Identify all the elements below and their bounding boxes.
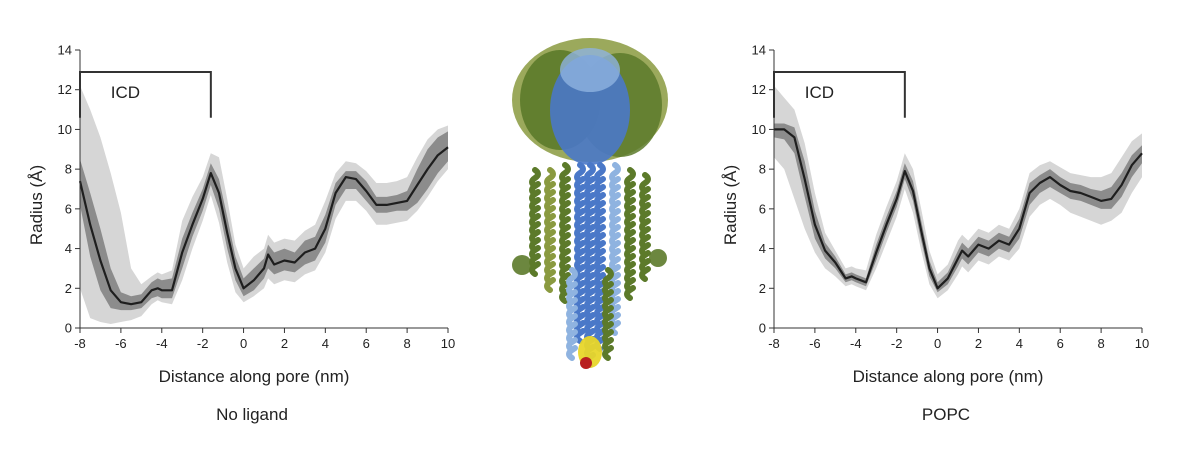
x-tick-label: 10 bbox=[1135, 336, 1149, 351]
chart-no-ligand: 0 2 4 6 8 10 12 14 -8 -6 -4 -2 0 2 4 6 8 10 ICD Radius (Å) D… bbox=[0, 0, 486, 440]
ecd-subunit bbox=[560, 48, 620, 92]
sd-band bbox=[80, 131, 448, 311]
loop bbox=[512, 255, 532, 275]
panel-caption: No ligand bbox=[216, 405, 288, 424]
y-tick-label: 2 bbox=[65, 281, 72, 296]
helix bbox=[624, 167, 636, 301]
x-tick-label: -8 bbox=[74, 336, 86, 351]
x-tick-label: -6 bbox=[809, 336, 821, 351]
mean-radius-line bbox=[774, 128, 1143, 290]
x-tick-label: 6 bbox=[1057, 336, 1064, 351]
y-tick-label: 14 bbox=[58, 43, 72, 58]
y-tick-label: 12 bbox=[58, 82, 72, 97]
y-tick-label: 10 bbox=[58, 122, 72, 137]
y-tick-label: 6 bbox=[65, 201, 72, 216]
helix bbox=[566, 267, 578, 361]
x-axis-label: Distance along pore (nm) bbox=[853, 367, 1044, 386]
y-tick-label: 10 bbox=[752, 122, 766, 137]
chart-svg: 0 2 4 6 8 10 12 14 -8 -6 -4 -2 0 2 4 6 8 10 ICD Radius (Å) D… bbox=[27, 43, 455, 425]
x-tick-label: 8 bbox=[403, 336, 410, 351]
x-tick-label: 0 bbox=[934, 336, 941, 351]
x-axis-label: Distance along pore (nm) bbox=[159, 367, 350, 386]
helix bbox=[559, 162, 571, 304]
icd-bracket bbox=[79, 71, 212, 118]
mean-radius-line bbox=[78, 146, 449, 306]
panel-caption: POPC bbox=[922, 405, 970, 424]
x-tick-label: -6 bbox=[115, 336, 127, 351]
x-tick-label: 6 bbox=[363, 336, 370, 351]
y-axis-label: Radius (Å) bbox=[721, 165, 740, 245]
y-tick-label: 12 bbox=[752, 82, 766, 97]
y-tick-label: 0 bbox=[65, 321, 72, 336]
y-tick-label: 4 bbox=[759, 241, 766, 256]
x-tick-label: -4 bbox=[156, 336, 168, 351]
y-tick-label: 8 bbox=[65, 162, 72, 177]
y-tick-label: 2 bbox=[759, 281, 766, 296]
y-tick-label: 6 bbox=[759, 201, 766, 216]
y-tick-label: 14 bbox=[752, 43, 766, 58]
helix bbox=[544, 167, 556, 293]
x-tick-label: -8 bbox=[768, 336, 780, 351]
loop bbox=[649, 249, 667, 267]
y-axis-label: Radius (Å) bbox=[27, 165, 46, 245]
y-tick-label: 0 bbox=[759, 321, 766, 336]
x-tick-label: 2 bbox=[975, 336, 982, 351]
helix bbox=[584, 162, 596, 368]
x-tick-label: 4 bbox=[322, 336, 329, 351]
x-tick-label: -2 bbox=[197, 336, 209, 351]
helix bbox=[529, 167, 541, 277]
chart-popc: 0 2 4 6 8 10 12 14 -8 -6 -4 -2 0 2 4 6 8 10 ICD Radius (Å) D… bbox=[694, 0, 1180, 440]
icd-label: ICD bbox=[805, 83, 834, 102]
helix bbox=[609, 162, 621, 336]
protein-structure-illustration bbox=[512, 38, 668, 369]
x-tick-label: 0 bbox=[240, 336, 247, 351]
x-tick-label: 10 bbox=[441, 336, 455, 351]
x-tick-label: -4 bbox=[850, 336, 862, 351]
helix bbox=[602, 267, 614, 361]
x-tick-label: 4 bbox=[1016, 336, 1023, 351]
helix bbox=[574, 162, 586, 344]
y-tick-label: 4 bbox=[65, 241, 72, 256]
x-tick-label: -2 bbox=[891, 336, 903, 351]
chart-svg: 0 2 4 6 8 10 12 14 -8 -6 -4 -2 0 2 4 6 8 10 ICD Radius (Å) D… bbox=[721, 43, 1149, 425]
x-tick-label: 8 bbox=[1097, 336, 1104, 351]
helix bbox=[639, 172, 651, 282]
icd-bracket bbox=[773, 71, 906, 118]
x-tick-label: 2 bbox=[281, 336, 288, 351]
y-tick-label: 8 bbox=[759, 162, 766, 177]
ligand-red bbox=[580, 357, 592, 369]
icd-label: ICD bbox=[111, 83, 140, 102]
